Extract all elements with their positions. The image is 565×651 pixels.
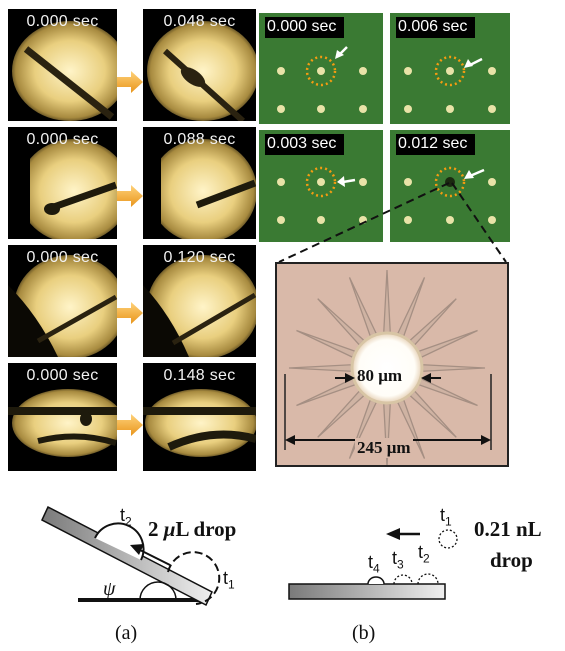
t1-sub: 1 xyxy=(228,577,235,592)
frame-row4-before: 0.000 sec xyxy=(8,363,117,471)
outer-diameter-label: 245 μm xyxy=(355,438,413,458)
t2-label: t2 xyxy=(120,505,132,529)
timestamp: 0.120 sec xyxy=(163,249,236,266)
frame-row1-before: 0.000 sec xyxy=(8,9,117,121)
inner-diameter-label: 80 μm xyxy=(357,366,403,385)
arrow-right-icon xyxy=(117,302,143,324)
frame-row4-after: 0.148 sec xyxy=(143,363,256,471)
drop-unit: L drop xyxy=(175,517,237,541)
t2-sub: 2 xyxy=(125,514,132,529)
timestamp: 0.000 sec xyxy=(26,367,99,384)
frame-image xyxy=(8,127,117,239)
micrograph: 80 μm 245 μm xyxy=(275,262,509,467)
drop-number: 2 xyxy=(148,517,164,541)
caption-b: (b) xyxy=(352,622,376,644)
frame-image xyxy=(390,13,510,124)
frame-row2-after: 0.088 sec xyxy=(143,127,256,239)
t2-sub: 2 xyxy=(423,551,430,566)
timestamp: 0.048 sec xyxy=(163,13,236,30)
angle-psi-label: ψ xyxy=(103,578,116,600)
frame-image xyxy=(143,9,256,121)
frame-green-3: 0.003 sec xyxy=(259,130,383,242)
drop-volume-label-b-line1: 0.21 nL xyxy=(474,517,542,541)
frame-image xyxy=(143,127,256,239)
frame-image xyxy=(8,363,117,471)
t3-sub: 3 xyxy=(397,557,404,572)
timestamp: 0.012 sec xyxy=(396,134,476,155)
frame-row1-after: 0.048 sec xyxy=(143,9,256,121)
arrow-right-icon xyxy=(117,414,143,436)
t2-label-b: t2 xyxy=(418,542,430,566)
t1-letter: t xyxy=(223,568,229,588)
frame-image xyxy=(8,245,117,357)
drop-mu: μ xyxy=(163,517,176,541)
t4-letter: t xyxy=(368,552,374,572)
left-image-panel: 0.000 sec 0.048 sec 0.000 sec 0.088 sec xyxy=(8,9,258,471)
arrow-right-icon xyxy=(117,185,143,207)
timestamp: 0.148 sec xyxy=(163,367,236,384)
t1-sub: 1 xyxy=(445,514,452,529)
t1-label-a: t1 xyxy=(223,568,235,592)
t4-label-b: t4 xyxy=(368,552,380,576)
t2-letter: t xyxy=(418,542,424,562)
t4-sub: 4 xyxy=(373,561,380,576)
timestamp: 0.088 sec xyxy=(163,131,236,148)
t3-label-b: t3 xyxy=(392,548,404,572)
timestamp: 0.000 sec xyxy=(26,13,99,30)
frame-row3-after: 0.120 sec xyxy=(143,245,256,357)
frame-green-2: 0.006 sec xyxy=(390,13,510,124)
timestamp: 0.000 sec xyxy=(26,131,99,148)
frame-row2-before: 0.000 sec xyxy=(8,127,117,239)
t3-letter: t xyxy=(392,548,398,568)
frame-image xyxy=(143,245,256,357)
t2-letter: t xyxy=(120,505,126,525)
timestamp: 0.000 sec xyxy=(26,249,99,266)
frame-green-1: 0.000 sec xyxy=(259,13,383,124)
star-pattern-image xyxy=(277,264,507,465)
t1-label-b: t1 xyxy=(440,505,452,529)
frame-green-4: 0.012 sec xyxy=(390,130,510,242)
frame-image xyxy=(8,9,117,121)
timestamp: 0.006 sec xyxy=(396,17,476,38)
drop-volume-label-b-line2: drop xyxy=(490,548,533,572)
caption-a: (a) xyxy=(115,622,138,644)
timestamp: 0.000 sec xyxy=(265,17,345,38)
arrow-right-icon xyxy=(117,71,143,93)
t1-letter: t xyxy=(440,505,446,525)
timestamp: 0.003 sec xyxy=(265,134,345,155)
drop-volume-label-a: 2 μL drop xyxy=(148,517,236,542)
frame-row3-before: 0.000 sec xyxy=(8,245,117,357)
frame-image xyxy=(143,363,256,471)
